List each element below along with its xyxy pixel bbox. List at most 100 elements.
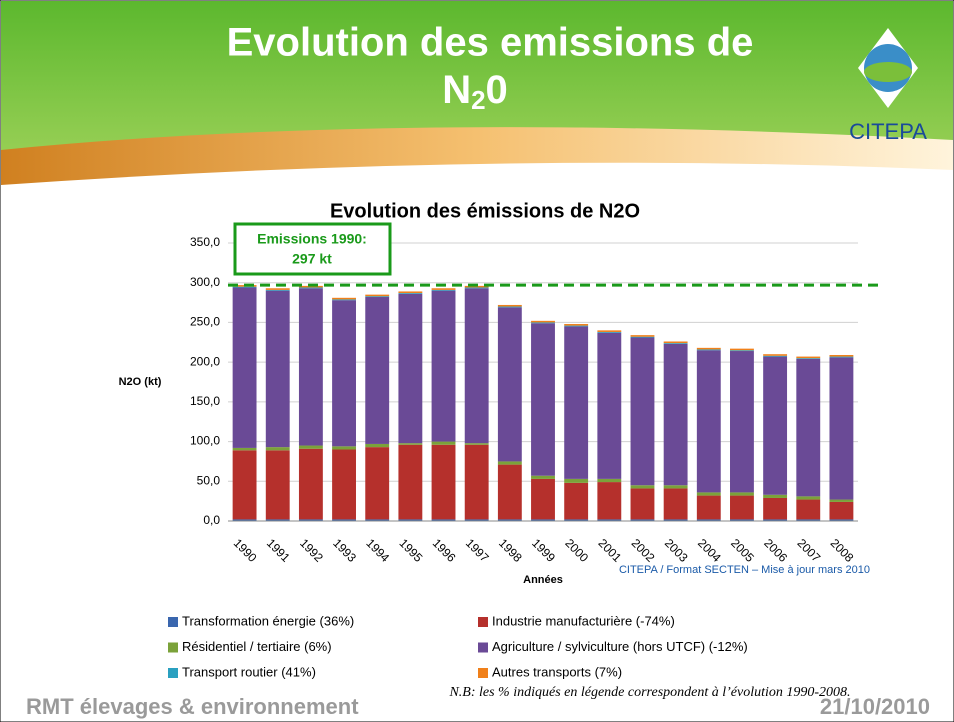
bar-segment [531, 322, 555, 324]
y-tick-label: 0,0 [203, 513, 220, 527]
bar-segment [564, 324, 589, 326]
bar-segment [730, 495, 754, 520]
bar-segment [730, 350, 754, 352]
legend-label: Transformation énergie (36%) [182, 613, 354, 628]
bar-segment [763, 355, 788, 357]
bar-segment [663, 488, 688, 520]
bar-segment [497, 461, 522, 465]
bar-segment [365, 519, 390, 521]
bar-segment [829, 499, 854, 502]
bar-segment [398, 444, 423, 520]
bar-segment [696, 347, 721, 350]
bar-segment [431, 519, 456, 521]
bar-segment [431, 444, 456, 520]
bar-segment [464, 519, 489, 521]
bar-segment [730, 348, 754, 351]
y-tick-label: 350,0 [190, 235, 220, 249]
bar-segment [497, 306, 522, 308]
bar-segment [663, 343, 688, 344]
bar-segment [763, 519, 788, 521]
footer-left: RMT élevages & environnement [26, 694, 359, 719]
bar-segment [398, 293, 423, 294]
bar-segment [265, 450, 290, 520]
bar-segment [431, 289, 456, 291]
legend-label: Agriculture / sylviculture (hors UTCF) (… [492, 639, 748, 654]
bar-segment [730, 492, 754, 496]
footer-note: N.B: les % indiqués en légende correspon… [448, 685, 850, 700]
chart-title: Evolution des émissions de N2O [330, 200, 640, 222]
bar-segment [232, 519, 257, 521]
bar-segment [265, 447, 290, 451]
bar-segment [796, 496, 821, 500]
bar-segment [829, 501, 854, 520]
y-tick-label: 300,0 [190, 275, 220, 289]
bar-segment [564, 325, 589, 327]
title-n: N [442, 68, 471, 112]
bar-segment [796, 358, 821, 359]
legend-label: Résidentiel / tertiaire (6%) [182, 639, 332, 654]
bar-segment [464, 443, 489, 445]
slide-title: Evolution des emissions de [227, 21, 754, 65]
legend-label: Industrie manufacturière (-74%) [492, 613, 675, 628]
bar-segment [597, 482, 622, 520]
bar-segment [398, 293, 423, 444]
bar-segment [431, 441, 456, 445]
y-tick-label: 150,0 [190, 394, 220, 408]
logo-land [864, 62, 912, 82]
bar-segment [564, 482, 589, 520]
legend-swatch [478, 668, 488, 678]
slide-title-formula: N20 [442, 68, 508, 115]
logo-text: CITEPA [849, 119, 927, 144]
bar-segment [696, 492, 721, 496]
header-swoosh [1, 127, 953, 185]
bar-segment [398, 291, 423, 294]
bar-segment [232, 287, 257, 448]
bar-segment [696, 519, 721, 521]
bar-segment [696, 495, 721, 520]
bar-segment [298, 445, 323, 449]
bar-segment [265, 289, 290, 291]
legend-swatch [168, 617, 178, 627]
bar-segment [298, 519, 323, 521]
bar-segment [332, 299, 356, 301]
bar-segment [464, 444, 489, 520]
bar-segment [431, 288, 456, 290]
title-end: 0 [486, 68, 508, 112]
bar-segment [232, 447, 257, 451]
bar-segment [564, 519, 589, 521]
annotation-box [233, 222, 392, 276]
bar-segment [763, 356, 788, 495]
bar-segment [630, 336, 655, 338]
bar-segment [564, 326, 589, 479]
bar-segment [663, 341, 688, 344]
bar-segment [497, 464, 522, 520]
bar-segment [730, 519, 754, 521]
legend-swatch [168, 642, 178, 653]
legend-swatch [478, 617, 488, 627]
source: CITEPA / Format SECTEN – Mise à jour mar… [619, 564, 870, 576]
bar-segment [232, 286, 257, 288]
bar-segment [497, 519, 522, 521]
y-tick-label: 200,0 [190, 354, 220, 368]
bar-segment [497, 304, 522, 307]
bar-segment [630, 485, 655, 489]
bar-segment [298, 288, 323, 446]
bar-segment [365, 296, 390, 298]
bar-segment [829, 356, 854, 358]
bar-segment [298, 448, 323, 520]
y-tick-label: 50,0 [197, 473, 221, 487]
bar-segment [597, 519, 622, 521]
bar-segment [597, 332, 622, 479]
bar-segment [365, 294, 390, 297]
bar-segment [663, 343, 688, 486]
bar-segment [564, 478, 589, 483]
legend-label: Autres transports (7%) [492, 664, 622, 679]
annotation-text: 297 kt [292, 251, 332, 267]
bar-segment [232, 450, 257, 520]
bar-segment [696, 349, 721, 351]
bar-segment [265, 288, 290, 290]
bar-segment [332, 446, 356, 450]
annotation-text: Emissions 1990: [257, 231, 367, 247]
bar-segment [531, 478, 555, 520]
bar-segment [298, 287, 323, 289]
